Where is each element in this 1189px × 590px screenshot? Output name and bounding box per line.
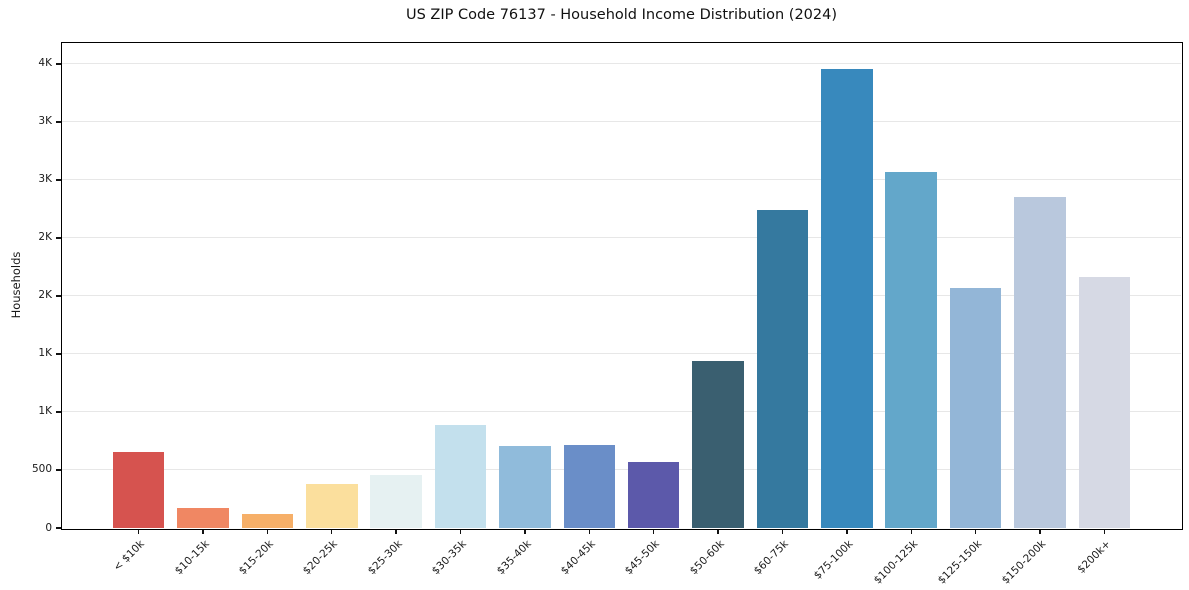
- x-tick-mark-45-50k: [652, 529, 655, 535]
- bar-150-200k: [1014, 197, 1066, 528]
- gridline-2500: [62, 237, 1181, 239]
- bar-40-45k: [563, 445, 616, 528]
- x-tick-label-text: $40-45k: [558, 538, 598, 578]
- gridline-2000: [62, 295, 1181, 297]
- bar-30-35k: [434, 424, 487, 528]
- x-tick-label-text: $50-60k: [687, 538, 727, 578]
- y-tick-mark-4000: [56, 63, 61, 65]
- bar-45-50k: [627, 462, 680, 528]
- x-tick-mark-50-60k: [717, 529, 719, 535]
- gridline-4000: [62, 63, 1181, 65]
- x-tick-mark-60-75k: [781, 529, 784, 535]
- x-tick-label-text: $75-100k: [811, 538, 856, 582]
- gridline-1500: [62, 353, 1181, 355]
- x-tick-mark-35-40k: [524, 529, 526, 535]
- x-tick-label-text: $25-30k: [365, 538, 405, 578]
- x-tick-label-text: $100-125k: [871, 538, 920, 587]
- x-tick-mark-75-100k: [846, 529, 848, 535]
- bar-125-150k: [949, 288, 1002, 528]
- bar-50-60k: [692, 360, 744, 528]
- bar-60-75k: [756, 209, 809, 528]
- x-tick-mark-150-200k: [1039, 529, 1041, 535]
- bar-100-125k: [885, 171, 937, 528]
- x-tick-mark-200k: [1103, 529, 1106, 535]
- x-tick-mark-40-45k: [588, 529, 590, 535]
- gridline-3000: [62, 179, 1181, 181]
- bar-35-40k: [499, 446, 551, 528]
- x-tick-label-text: $20-25k: [301, 538, 341, 578]
- y-tick-mark-1500: [56, 353, 61, 355]
- x-tick-label-text: $125-150k: [935, 538, 985, 587]
- x-tick-label-text: $10-15k: [172, 538, 212, 578]
- x-tick-mark-10-15k: [202, 529, 204, 535]
- gridline-1000: [62, 411, 1181, 413]
- bar-200k: [1078, 277, 1131, 528]
- x-tick-label-text: $200k+: [1074, 538, 1113, 576]
- x-tick-label-text: $35-40k: [494, 538, 534, 578]
- y-tick-mark-3000: [56, 179, 61, 181]
- x-tick-label-text: < $10k: [111, 538, 148, 574]
- x-tick-mark-25-30k: [395, 529, 397, 535]
- y-tick-label-1000: 1K: [38, 405, 52, 418]
- y-tick-label-3000: 3K: [38, 173, 52, 186]
- x-tick-mark-10k: [137, 529, 140, 535]
- x-tick-label-text: $150-200k: [999, 538, 1049, 587]
- y-tick-mark-1000: [56, 411, 61, 413]
- y-tick-mark-2500: [56, 237, 61, 239]
- bar-25-30k: [370, 474, 422, 528]
- y-tick-label-3500: 3K: [38, 115, 52, 128]
- x-tick-label-text: $15-20k: [236, 538, 276, 578]
- y-tick-label-0: 0: [45, 521, 52, 534]
- y-tick-label-2000: 2K: [38, 289, 52, 302]
- x-tick-mark-30-35k: [459, 529, 462, 535]
- x-tick-label-text: $30-35k: [429, 538, 470, 578]
- x-tick-label-text: $60-75k: [751, 538, 791, 578]
- y-tick-label-500: 500: [31, 463, 52, 476]
- gridline-500: [62, 469, 1181, 471]
- y-tick-mark-3500: [56, 121, 61, 123]
- y-tick-mark-2000: [56, 295, 61, 297]
- y-tick-label-1500: 1K: [38, 347, 52, 360]
- y-tick-mark-0: [56, 527, 61, 529]
- bar-20-25k: [306, 484, 358, 528]
- x-tick-mark-125-150k: [974, 529, 977, 535]
- x-tick-mark-15-20k: [266, 529, 269, 535]
- y-axis-label: Households: [9, 251, 23, 319]
- y-tick-label-4000: 4K: [38, 57, 52, 70]
- x-tick-mark-20-25k: [331, 529, 333, 535]
- x-tick-mark-100-125k: [910, 529, 912, 535]
- bar-75-100k: [821, 68, 873, 528]
- bar-15-20k: [241, 514, 294, 528]
- x-tick-label-text: $45-50k: [623, 538, 663, 578]
- y-tick-label-2500: 2K: [38, 231, 52, 244]
- bar-10-15k: [177, 508, 229, 528]
- chart-title: US ZIP Code 76137 - Household Income Dis…: [405, 7, 838, 23]
- y-tick-mark-500: [56, 469, 61, 471]
- bar-10k: [112, 452, 165, 528]
- gridline-3500: [62, 121, 1181, 123]
